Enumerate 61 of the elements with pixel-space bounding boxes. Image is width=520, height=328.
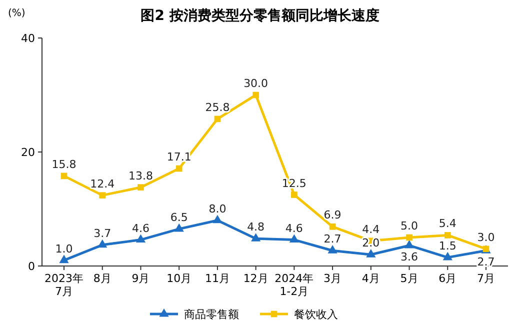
- point: [289, 234, 299, 243]
- point: [214, 116, 221, 122]
- data-label: 1.0: [55, 242, 73, 256]
- y-tick-label: 0: [28, 260, 35, 273]
- y-tick-label: 20: [21, 146, 35, 159]
- data-label: 1.5: [438, 239, 456, 252]
- legend-label: 餐饮收入: [294, 308, 338, 321]
- x-tick-label: 11月: [204, 272, 230, 285]
- data-label: 30.0: [244, 77, 268, 90]
- y-tick-label: 40: [21, 32, 35, 45]
- point: [174, 223, 184, 232]
- x-tick-label: 2024年 1-2月: [274, 272, 314, 298]
- data-label: 6.9: [324, 208, 342, 222]
- data-label: 4.6: [285, 222, 303, 235]
- data-label: 2.7: [477, 256, 495, 269]
- point: [136, 234, 146, 243]
- data-label: 13.8: [128, 169, 153, 182]
- data-label: 12.4: [90, 177, 115, 190]
- point: [212, 214, 222, 224]
- data-label: 2.7: [324, 232, 342, 246]
- point: [99, 192, 106, 198]
- point: [329, 224, 336, 230]
- x-tick-label: 7月: [477, 272, 495, 285]
- x-tick-label: 8月: [93, 272, 112, 285]
- data-label: 6.5: [170, 210, 188, 224]
- point: [442, 252, 452, 260]
- data-label: 3.0: [477, 230, 495, 244]
- x-tick-label: 6月: [438, 272, 457, 285]
- point: [366, 249, 376, 258]
- x-tick-label: 5月: [400, 272, 418, 285]
- point: [251, 233, 261, 242]
- point: [138, 184, 144, 191]
- point: [406, 234, 412, 241]
- x-tick-label: 3月: [324, 272, 342, 285]
- y-axis-title: (%): [8, 8, 26, 19]
- point: [252, 92, 259, 98]
- point: [291, 192, 298, 198]
- data-label: 15.8: [52, 158, 76, 171]
- point: [444, 232, 451, 238]
- point: [98, 239, 108, 248]
- data-label: 8.0: [208, 202, 226, 216]
- data-label: 5.4: [438, 217, 456, 230]
- point: [328, 245, 338, 254]
- data-label: 25.8: [205, 100, 230, 114]
- x-tick-label: 10月: [166, 272, 192, 285]
- legend-label: 商品零售额: [184, 308, 239, 321]
- point: [404, 240, 414, 248]
- data-label: 5.0: [400, 220, 418, 232]
- data-label: 3.7: [94, 226, 112, 240]
- x-tick-label: 2023年 7月: [44, 272, 84, 298]
- point: [59, 254, 69, 264]
- data-label: 4.4: [362, 222, 380, 236]
- data-label: 4.8: [247, 220, 265, 234]
- point: [176, 165, 182, 172]
- point: [60, 172, 68, 180]
- data-label: 4.6: [132, 222, 150, 235]
- x-tick-label: 9月: [132, 272, 150, 285]
- x-tick-label: 12月: [243, 272, 268, 285]
- data-label: 3.6: [400, 250, 418, 264]
- chart-title: 图2 按消费类型分零售额同比增长速度: [140, 7, 380, 24]
- x-tick-label: 4月: [362, 272, 380, 285]
